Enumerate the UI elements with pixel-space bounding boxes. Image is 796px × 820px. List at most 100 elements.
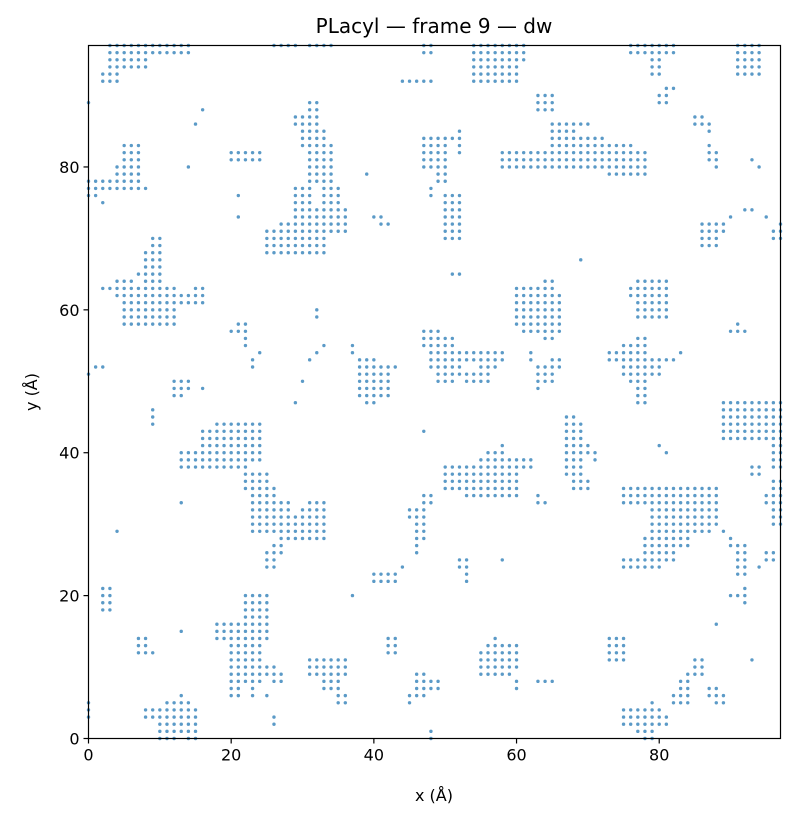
data-point	[436, 172, 440, 176]
data-point	[158, 715, 162, 719]
data-point	[429, 136, 433, 141]
data-point	[179, 301, 183, 305]
data-point	[400, 79, 405, 83]
data-point	[657, 543, 661, 548]
data-point	[714, 515, 718, 519]
data-point	[543, 93, 547, 98]
data-point	[315, 243, 319, 248]
data-point	[300, 522, 305, 526]
data-point	[386, 643, 390, 648]
y-tick-label: 60	[59, 301, 79, 320]
data-point	[250, 686, 255, 691]
data-point	[643, 486, 647, 491]
data-point	[700, 522, 704, 526]
data-point	[250, 658, 255, 662]
data-point	[678, 522, 683, 526]
data-point	[414, 679, 419, 684]
data-point	[208, 429, 212, 433]
data-point	[657, 50, 661, 55]
data-point	[143, 272, 148, 276]
data-point	[300, 136, 305, 141]
data-point	[514, 465, 519, 469]
data-point	[265, 501, 269, 505]
data-point	[272, 243, 276, 248]
data-point	[265, 529, 269, 534]
data-point	[500, 451, 504, 455]
data-point	[457, 565, 462, 569]
data-point	[486, 465, 490, 469]
data-point	[450, 351, 455, 355]
data-point	[315, 136, 319, 141]
data-point	[279, 250, 283, 255]
data-point	[728, 429, 733, 433]
x-axis: 0 20 40 60 80	[83, 738, 669, 765]
data-point	[315, 236, 319, 241]
data-point	[300, 129, 305, 133]
data-point	[479, 372, 483, 376]
data-point	[486, 50, 490, 55]
data-point	[750, 158, 754, 162]
data-point	[457, 272, 462, 276]
data-point	[293, 529, 298, 534]
data-point	[579, 486, 583, 491]
data-point	[329, 208, 333, 212]
data-point	[293, 186, 298, 191]
data-point	[693, 501, 697, 505]
data-point	[307, 229, 312, 233]
data-point	[586, 451, 590, 455]
data-point	[636, 286, 640, 291]
data-point	[472, 493, 476, 498]
data-point	[743, 50, 747, 55]
data-point	[250, 643, 255, 648]
data-point	[158, 258, 162, 262]
data-point	[479, 358, 483, 362]
data-point	[743, 408, 747, 412]
data-point	[607, 150, 611, 155]
data-point	[386, 393, 390, 398]
data-point	[514, 150, 519, 155]
data-point	[250, 629, 255, 634]
data-point	[543, 279, 547, 283]
data-point	[151, 293, 155, 298]
data-point	[728, 408, 733, 412]
data-point	[671, 551, 676, 555]
data-point	[543, 165, 547, 169]
data-point	[243, 343, 248, 348]
data-point	[764, 215, 768, 219]
x-tick-label: 20	[221, 746, 241, 765]
data-point	[336, 193, 340, 198]
data-point	[771, 401, 776, 405]
data-point	[414, 536, 419, 541]
data-point	[686, 515, 690, 519]
data-point	[193, 458, 198, 462]
data-point	[564, 451, 569, 455]
data-point	[236, 658, 241, 662]
data-point	[422, 529, 426, 534]
data-point	[636, 393, 640, 398]
data-point	[457, 558, 462, 562]
data-point	[229, 679, 233, 684]
data-point	[529, 458, 533, 462]
data-point	[151, 286, 155, 291]
data-point	[714, 622, 718, 626]
data-point	[514, 679, 519, 684]
data-point	[450, 222, 455, 226]
data-point	[521, 158, 526, 162]
data-point	[179, 386, 183, 391]
data-point	[657, 293, 661, 298]
data-point	[122, 150, 126, 155]
data-point	[129, 286, 133, 291]
data-point	[693, 486, 697, 491]
data-point	[728, 215, 733, 219]
data-point	[136, 286, 141, 291]
data-point	[272, 722, 276, 726]
data-point	[279, 515, 283, 519]
data-point	[258, 636, 262, 641]
data-point	[557, 358, 562, 362]
data-point	[414, 529, 419, 534]
data-point	[493, 665, 497, 669]
data-point	[443, 351, 447, 355]
data-point	[172, 379, 176, 383]
data-point	[243, 629, 248, 634]
data-point	[650, 729, 654, 734]
